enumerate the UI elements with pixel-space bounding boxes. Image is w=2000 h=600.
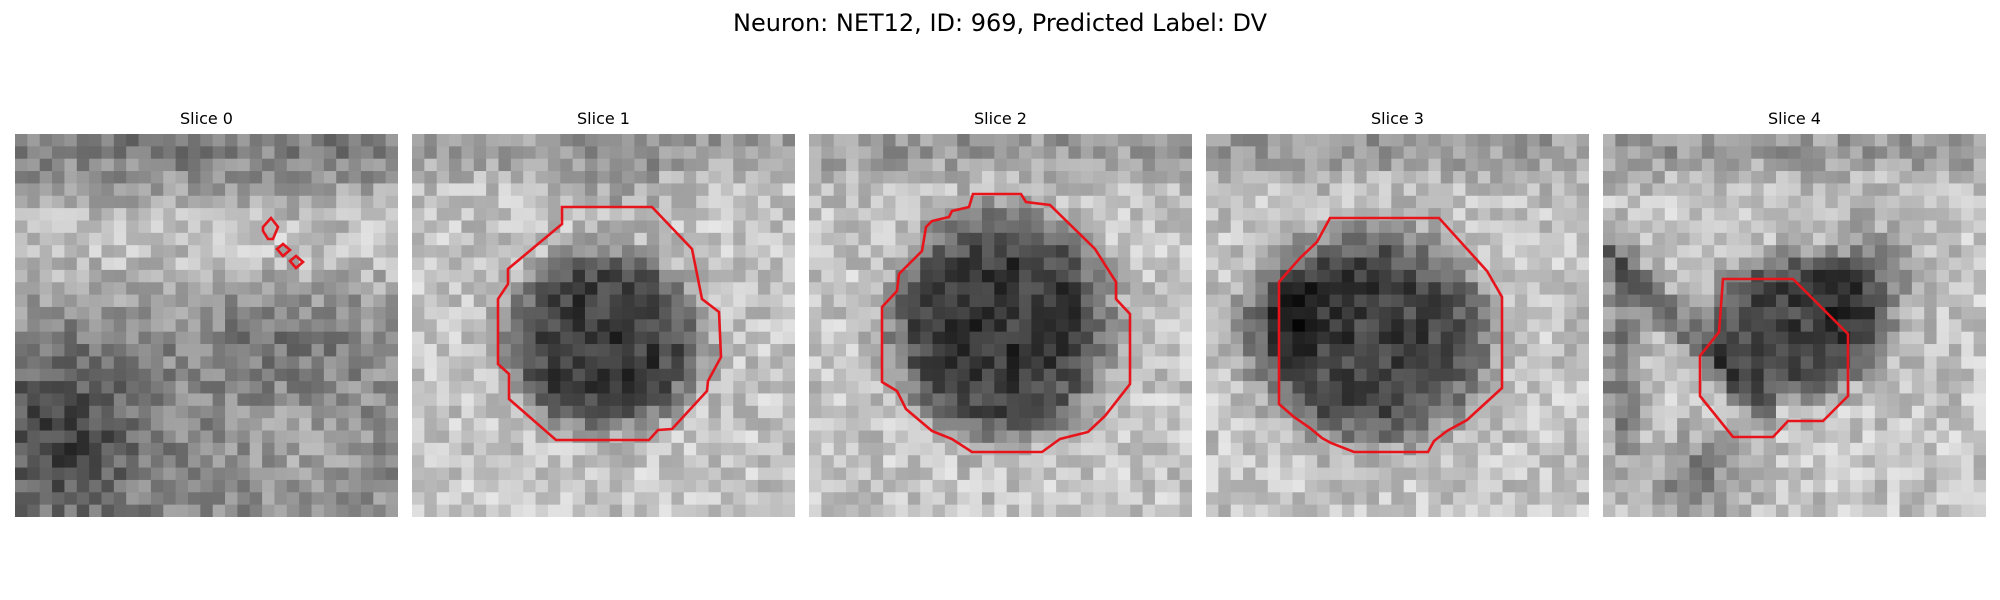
slice-title: Slice 1 — [577, 109, 630, 128]
slice-panel-3: Slice 3 — [1206, 108, 1589, 519]
roi-contour — [1698, 277, 1850, 439]
slice-panel-0: Slice 0 — [15, 108, 398, 519]
pixel-grid — [412, 134, 795, 517]
slice-panel-1: Slice 1 — [412, 108, 795, 519]
slice-panel-2: Slice 2 — [809, 108, 1192, 519]
slice-title: Slice 4 — [1768, 109, 1821, 128]
roi-contour — [496, 205, 723, 442]
roi-contour — [880, 192, 1132, 454]
pixel-grid — [1603, 134, 1986, 517]
slice-image-0 — [15, 134, 398, 517]
pixel-grid — [1206, 134, 1589, 517]
slice-image-2 — [809, 134, 1192, 517]
roi-contour — [261, 215, 305, 270]
pixel-grid — [809, 134, 1192, 517]
roi-contour — [1277, 216, 1504, 454]
slice-panel-4: Slice 4 — [1603, 108, 1986, 519]
slice-title: Slice 3 — [1371, 109, 1424, 128]
pixel-grid — [15, 134, 398, 517]
slice-title: Slice 2 — [974, 109, 1027, 128]
slice-image-4 — [1603, 134, 1986, 517]
slice-image-1 — [412, 134, 795, 517]
figure-title: Neuron: NET12, ID: 969, Predicted Label:… — [732, 9, 1268, 37]
slice-image-3 — [1206, 134, 1589, 517]
slice-title: Slice 0 — [180, 109, 233, 128]
